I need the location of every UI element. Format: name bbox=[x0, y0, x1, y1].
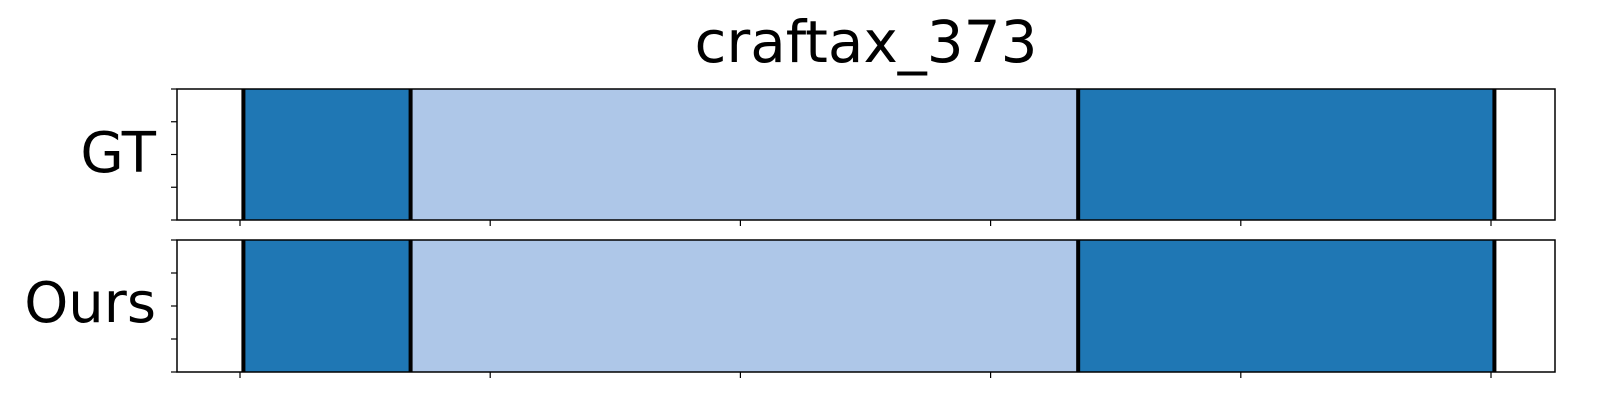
segment-bar bbox=[243, 89, 411, 220]
segment-bar bbox=[1078, 240, 1495, 372]
segment-bar bbox=[1078, 89, 1495, 220]
segment-bar bbox=[410, 89, 1079, 220]
chart-title: craftax_373 bbox=[694, 8, 1038, 76]
segment-bar bbox=[243, 240, 411, 372]
row-label-gt: GT bbox=[80, 121, 156, 186]
row-label-ours: Ours bbox=[24, 271, 156, 336]
segment-bar bbox=[410, 240, 1079, 372]
